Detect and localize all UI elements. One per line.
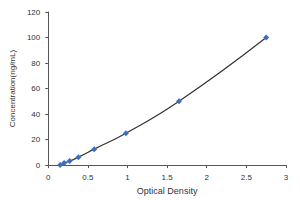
svg-text:120: 120	[27, 8, 41, 17]
svg-text:Concentration(ng/mL): Concentration(ng/mL)	[8, 50, 17, 128]
svg-text:80: 80	[31, 59, 40, 68]
svg-text:1.5: 1.5	[162, 173, 174, 182]
svg-text:0.5: 0.5	[82, 173, 94, 182]
svg-text:100: 100	[27, 33, 41, 42]
svg-text:40: 40	[31, 110, 40, 119]
svg-text:20: 20	[31, 135, 40, 144]
svg-text:1: 1	[125, 173, 130, 182]
svg-text:60: 60	[31, 84, 40, 93]
svg-text:0: 0	[36, 161, 41, 170]
svg-text:3: 3	[284, 173, 289, 182]
svg-text:2: 2	[205, 173, 210, 182]
svg-text:2.5: 2.5	[241, 173, 253, 182]
svg-text:0: 0	[46, 173, 51, 182]
svg-text:Optical Density: Optical Density	[137, 186, 198, 196]
